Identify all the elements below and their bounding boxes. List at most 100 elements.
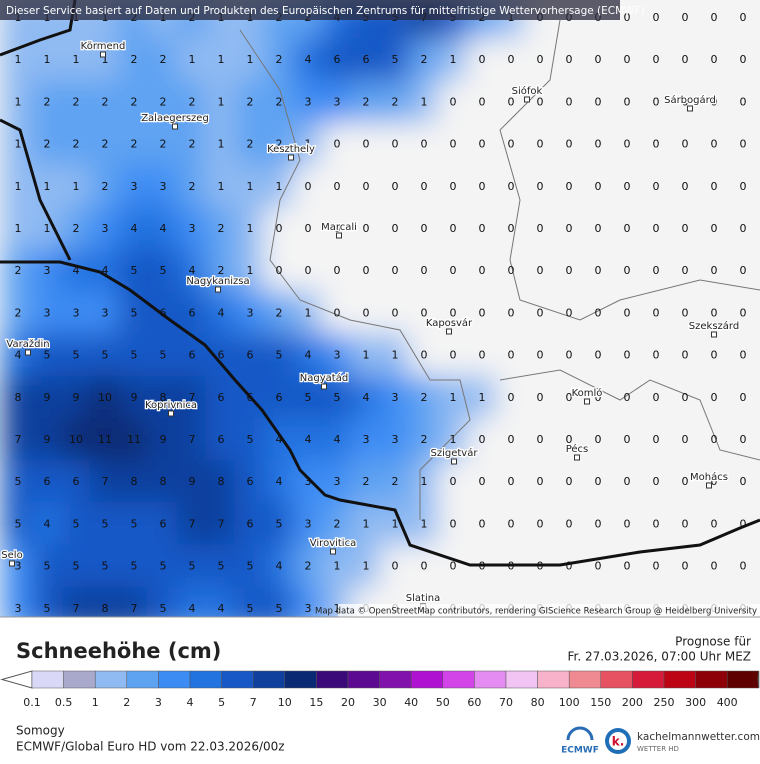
snow-cell — [553, 544, 585, 589]
snow-value: 1 — [218, 138, 225, 151]
snow-value: 5 — [15, 475, 22, 488]
snow-cell — [437, 375, 469, 420]
snow-value: 0 — [595, 349, 602, 362]
snow-value: 6 — [160, 517, 167, 530]
snow-cell — [31, 544, 63, 589]
legend-swatch — [284, 670, 317, 689]
legend-label: 100 — [559, 696, 580, 709]
snow-value: 1 — [44, 53, 51, 66]
snow-value: 0 — [740, 433, 747, 446]
snow-cell — [118, 80, 150, 125]
snow-cell — [176, 417, 208, 463]
snow-value: 0 — [450, 306, 457, 319]
snow-value: 5 — [73, 560, 80, 573]
snow-value: 5 — [44, 602, 51, 615]
snow-value: 0 — [479, 180, 486, 193]
forecast-label: Prognose für — [675, 635, 751, 649]
city-marker — [215, 286, 221, 293]
snow-value: 3 — [305, 517, 312, 530]
snow-value: 0 — [537, 306, 544, 319]
snow-value: 2 — [421, 433, 428, 446]
snow-value: 1 — [421, 95, 428, 108]
site-sub: WETTER HD — [637, 745, 679, 753]
snow-cell — [611, 164, 643, 209]
legend-arrow-low — [0, 670, 33, 689]
snow-cell — [553, 206, 585, 252]
snow-cell — [176, 586, 208, 617]
snow-value: 2 — [247, 95, 254, 108]
snow-cell — [205, 333, 237, 378]
snow-cell — [31, 502, 63, 547]
snow-cell — [350, 544, 382, 589]
snow-value: 5 — [276, 349, 283, 362]
snow-value: 1 — [189, 53, 196, 66]
snow-cell — [727, 80, 759, 125]
snow-value: 0 — [450, 95, 457, 108]
legend-label: 40 — [404, 696, 418, 709]
snow-value: 0 — [479, 306, 486, 319]
city-label: Kaposvár — [426, 317, 473, 329]
snow-value: 0 — [624, 95, 631, 108]
snow-value: 0 — [363, 306, 370, 319]
snow-cell — [176, 122, 208, 167]
snow-value: 0 — [566, 138, 573, 151]
legend-label: 4 — [187, 696, 194, 709]
snow-value: 0 — [711, 180, 718, 193]
legend-label: 3 — [155, 696, 162, 709]
snow-value: 2 — [160, 138, 167, 151]
snow-cell — [205, 164, 237, 209]
snow-cell — [321, 502, 353, 547]
snow-value: 2 — [131, 53, 138, 66]
snow-value: 2 — [218, 264, 225, 277]
snow-cell — [379, 249, 411, 294]
snow-value: 0 — [450, 138, 457, 151]
snow-cell — [89, 544, 121, 589]
snow-value: 0 — [653, 560, 660, 573]
map: 1111212112245575210000000011112211124665… — [0, 0, 760, 617]
snow-cell — [582, 544, 614, 589]
snow-value: 0 — [421, 180, 428, 193]
snow-value: 2 — [276, 53, 283, 66]
snow-value: 0 — [711, 95, 718, 108]
snow-cell — [698, 80, 730, 125]
snow-cell — [234, 291, 266, 336]
snow-cell — [350, 333, 382, 378]
legend-label: 200 — [622, 696, 643, 709]
snow-cell — [321, 291, 353, 336]
snow-cell — [379, 291, 411, 336]
snow-cell — [60, 460, 92, 505]
snow-value: 9 — [73, 391, 80, 404]
snow-value: 0 — [653, 475, 660, 488]
snow-value: 0 — [508, 517, 515, 530]
snow-cell — [89, 375, 121, 420]
snow-cell — [727, 291, 759, 336]
snow-value: 2 — [305, 560, 312, 573]
snow-value: 0 — [566, 264, 573, 277]
city-marker — [451, 458, 457, 465]
snow-value: 0 — [566, 306, 573, 319]
snow-cell — [553, 460, 585, 505]
snow-cell — [553, 502, 585, 547]
snow-value: 3 — [392, 433, 399, 446]
legend: 0.1 0.5 1 2 3 4 5 7 10 15 20 30 40 50 60 70 80 100 150 200 2… — [0, 670, 760, 709]
snow-value: 8 — [15, 391, 22, 404]
snow-value: 3 — [102, 222, 109, 235]
snow-cell — [466, 291, 498, 336]
legend-label: 30 — [373, 696, 387, 709]
snow-value: 0 — [508, 53, 515, 66]
snow-value: 0 — [392, 180, 399, 193]
snow-value: 0 — [624, 264, 631, 277]
snow-value: 0 — [537, 264, 544, 277]
snow-value: 6 — [218, 349, 225, 362]
snow-value: 0 — [682, 53, 689, 66]
snow-cell — [2, 417, 34, 463]
snow-cell — [205, 291, 237, 336]
snow-cell — [582, 164, 614, 209]
snow-cell — [379, 333, 411, 378]
snow-cell — [495, 291, 527, 336]
snow-cell — [408, 206, 440, 252]
snow-value: 0 — [595, 53, 602, 66]
snow-value: 4 — [363, 391, 370, 404]
snow-value: 3 — [102, 306, 109, 319]
city-label: Zalaegerszeg — [141, 113, 209, 124]
